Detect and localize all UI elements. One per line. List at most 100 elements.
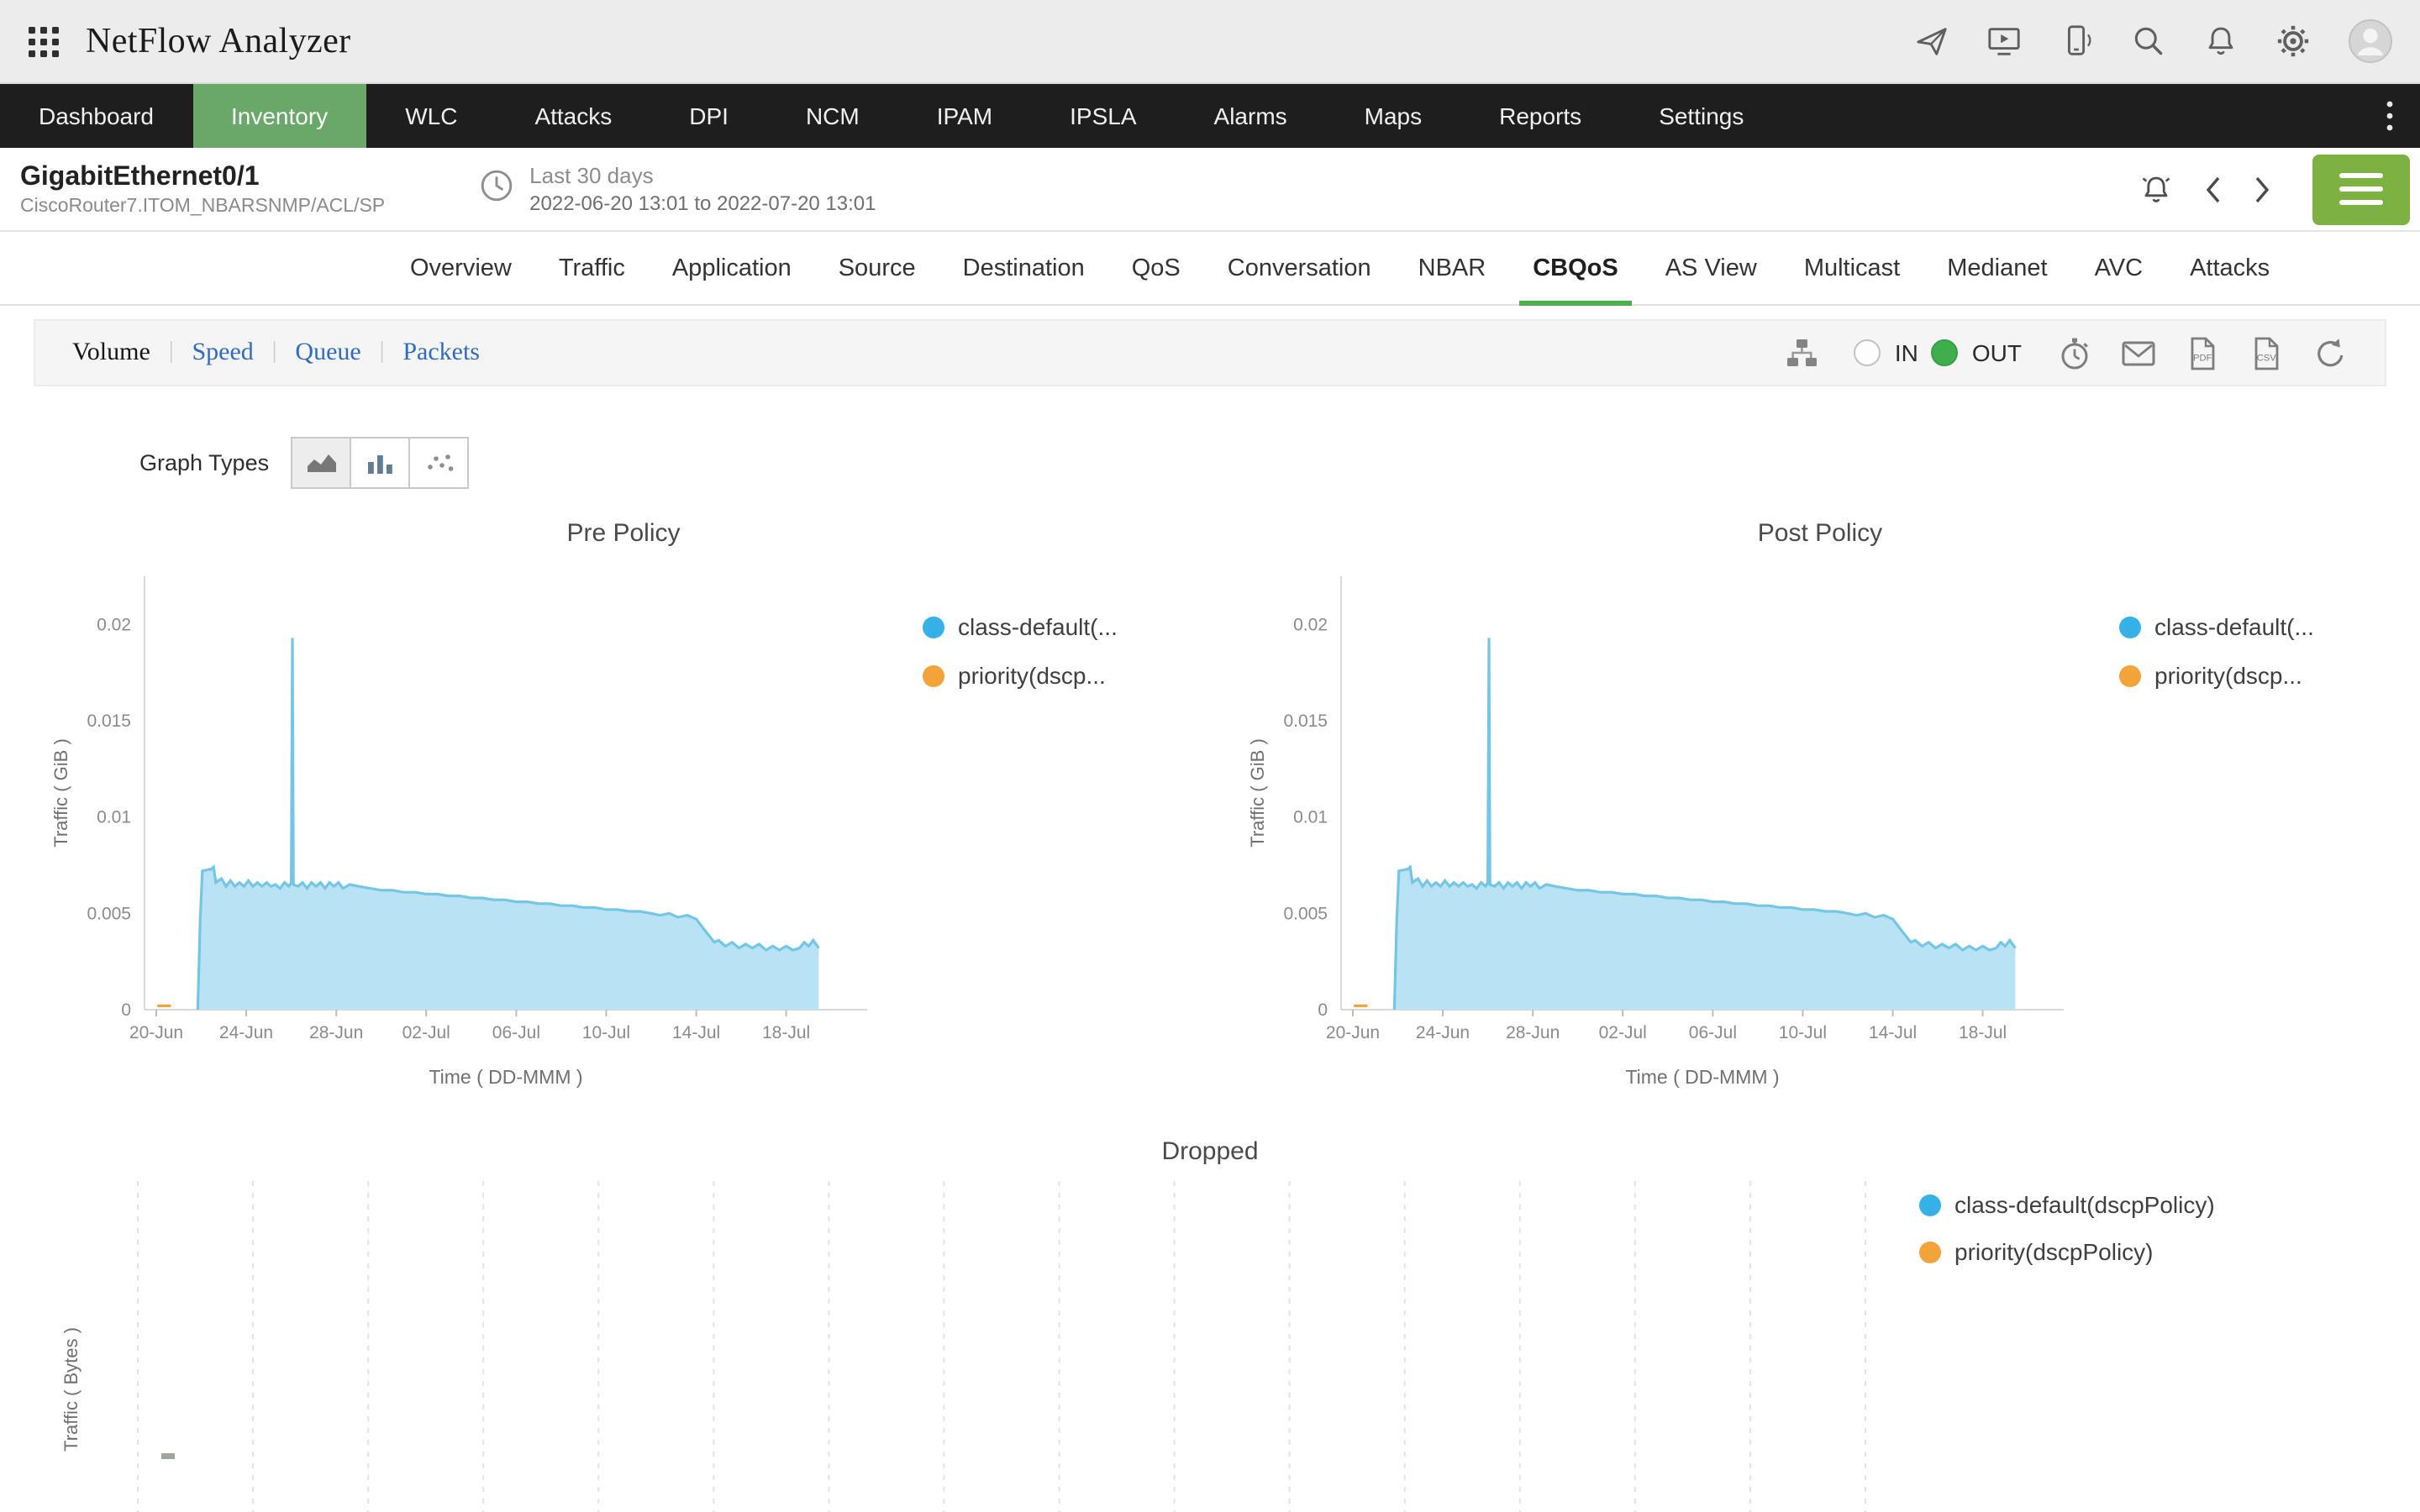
metric-speed[interactable]: Speed [192,339,254,365]
svg-text:10-Jul: 10-Jul [1779,1023,1827,1042]
tab-avc[interactable]: AVC [2094,255,2144,281]
chart-toolbar: Volume | Speed | Queue | Packets IN OUT PDF CS… [34,319,2386,386]
direction-in-label[interactable]: IN [1894,339,1918,366]
nav-item-reports[interactable]: Reports [1499,102,1582,129]
tab-application[interactable]: Application [671,255,792,281]
nav-item-wlc[interactable]: WLC [405,102,458,129]
tab-as-view[interactable]: AS View [1665,255,1757,281]
apps-grid-icon[interactable] [27,24,60,58]
svg-text:14-Jul: 14-Jul [1869,1023,1917,1042]
dropped-chart: Dropped Traffic ( Bytes ) class-default(… [57,1137,2363,1512]
graph-type-area-button[interactable] [291,437,352,489]
direction-radio-in[interactable] [1854,339,1881,366]
interface-subtitle: CiscoRouter7.ITOM_NBARSNMP/ACL/SP [20,196,386,216]
main-nav: Dashboard Inventory WLC Attacks DPI NCM IPAM IP… [0,84,2420,148]
graph-type-bar-button[interactable] [350,437,411,489]
interface-title-block: GigabitEthernet0/1 CiscoRouter7.ITOM_NBA… [20,162,385,216]
legend-item[interactable]: priority(dscp... [923,662,1118,689]
nav-item-dpi[interactable]: DPI [689,102,729,129]
svg-text:02-Jul: 02-Jul [1599,1023,1647,1042]
legend-dot [1919,1241,1941,1263]
tab-destination[interactable]: Destination [962,255,1085,281]
nav-item-alarms[interactable]: Alarms [1213,102,1287,129]
nav-item-dashboard[interactable]: Dashboard [39,102,154,129]
tab-overview[interactable]: Overview [410,255,512,281]
tab-source[interactable]: Source [838,255,916,281]
nav-item-ipsla[interactable]: IPSLA [1070,102,1137,129]
chart-legend: class-default(... priority(dscp... [2119,613,2314,1094]
top-header: NetFlow Analyzer [0,0,2420,84]
legend-label: class-default(... [2154,613,2314,640]
svg-text:10-Jul: 10-Jul [582,1023,630,1042]
interface-subheader: GigabitEthernet0/1 CiscoRouter7.ITOM_NBA… [0,148,2420,232]
svg-text:20-Jun: 20-Jun [1326,1023,1380,1042]
legend-item[interactable]: priority(dscpPolicy) [1919,1238,2215,1265]
metric-separator: | [379,339,385,365]
tab-multicast[interactable]: Multicast [1803,255,1901,281]
tab-attacks[interactable]: Attacks [2190,255,2270,281]
svg-text:0.02: 0.02 [1293,615,1328,634]
pdf-export-icon[interactable]: PDF [2185,335,2220,370]
nav-item-settings[interactable]: Settings [1659,102,1744,129]
screen-share-icon[interactable] [1986,24,2022,59]
graph-types-row: Graph Types [139,437,2420,489]
search-icon[interactable] [2131,24,2166,59]
tab-medianet[interactable]: Medianet [1947,255,2048,281]
hamburger-bar [2339,200,2383,205]
legend-item[interactable]: class-default(... [923,613,1118,640]
hamburger-bar [2339,173,2383,178]
nav-item-inventory[interactable]: Inventory [192,84,367,148]
tab-traffic[interactable]: Traffic [558,255,625,281]
legend-item[interactable]: class-default(dscpPolicy) [1919,1191,2215,1218]
legend-item[interactable]: class-default(... [2119,613,2314,640]
nav-item-ncm[interactable]: NCM [805,102,860,129]
view-tabs: Overview Traffic Application Source Destinat… [0,232,2420,306]
time-range-label: Last 30 days [529,163,654,188]
nav-overflow-menu-icon[interactable] [2360,84,2420,148]
menu-hamburger-button[interactable] [2312,154,2410,224]
legend-label: class-default(... [958,613,1118,640]
metric-volume[interactable]: Volume [72,339,150,365]
direction-out-label[interactable]: OUT [1971,339,2022,366]
mobile-icon[interactable] [2059,24,2094,59]
hamburger-bar [2339,186,2383,192]
sitemap-icon[interactable] [1786,336,1819,370]
svg-text:0: 0 [121,1000,131,1020]
graph-types-label: Graph Types [139,450,270,475]
csv-export-icon[interactable]: CSV [2249,335,2284,370]
svg-text:28-Jun: 28-Jun [1506,1023,1560,1042]
time-range-texts: Last 30 days 2022-06-20 13:01 to 2022-07… [529,163,876,215]
tab-qos[interactable]: QoS [1131,255,1181,281]
metric-packets[interactable]: Packets [402,339,480,365]
direction-radio-out[interactable] [1931,339,1959,366]
metric-queue[interactable]: Queue [295,339,361,365]
refresh-icon[interactable] [2312,335,2348,370]
email-report-icon[interactable] [2121,335,2156,370]
nav-item-maps[interactable]: Maps [1364,102,1423,129]
legend-label: priority(dscp... [958,662,1106,689]
svg-text:02-Jul: 02-Jul [402,1023,450,1042]
alarm-bell-icon[interactable] [2136,169,2176,209]
nav-item-attacks[interactable]: Attacks [534,102,613,129]
svg-text:0.01: 0.01 [97,808,131,827]
tab-conversation[interactable]: Conversation [1227,255,1371,281]
tab-nbar[interactable]: NBAR [1418,255,1486,281]
notifications-bell-icon[interactable] [2203,24,2238,59]
post-policy-chart-svg: 0 0.005 0.01 0.015 0.02 20-Jun 24-Jun 28-Jun 02-… [1247,576,2064,1088]
schedule-stopwatch-icon[interactable] [2057,335,2092,370]
tab-cbqos[interactable]: CBQoS [1509,232,1642,306]
main-nav-items: Dashboard Inventory WLC Attacks DPI NCM IPAM IP… [0,84,1782,148]
graph-type-scatter-button[interactable] [408,437,470,489]
nav-item-ipam[interactable]: IPAM [936,102,993,129]
chart-title: Dropped [1161,1137,1259,1166]
prev-chevron-icon[interactable] [2202,172,2225,206]
settings-gear-icon[interactable] [2275,24,2311,59]
pre-policy-chart: Pre Policy 0 0.005 0.01 0.015 0.02 20-Jun 24-J… [44,519,1203,1094]
time-range-picker[interactable]: Last 30 days 2022-06-20 13:01 to 2022-07… [479,163,876,215]
next-chevron-icon[interactable] [2250,172,2274,206]
user-avatar[interactable] [2348,18,2393,64]
legend-item[interactable]: priority(dscp... [2119,662,2314,689]
send-icon[interactable] [1914,24,1949,59]
svg-text:24-Jun: 24-Jun [219,1023,273,1042]
